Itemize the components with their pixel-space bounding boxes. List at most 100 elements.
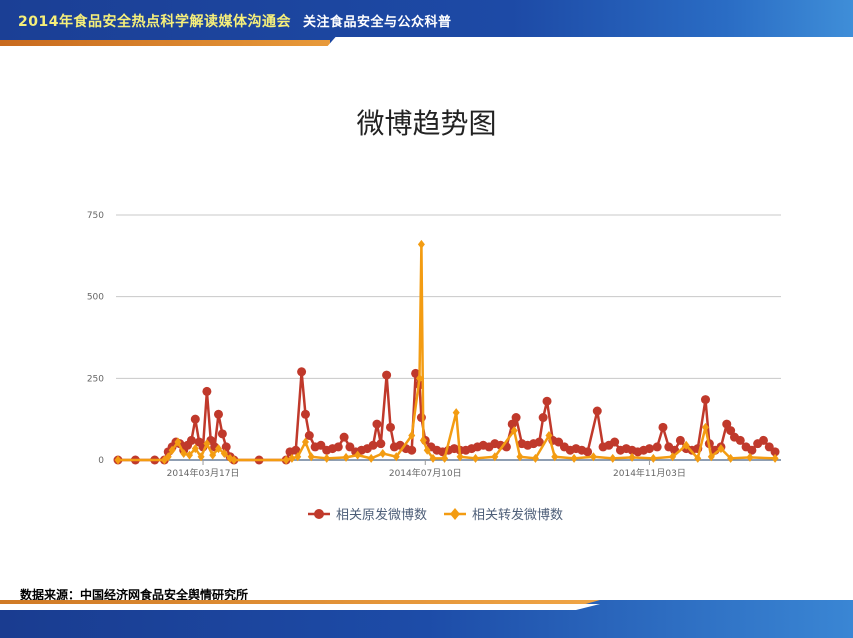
data-point [747,445,757,455]
data-point [758,435,768,445]
data-point [682,440,690,450]
data-point [652,442,662,452]
data-point [583,447,593,457]
data-point [531,453,539,463]
data-point [202,386,212,396]
data-point [441,453,449,463]
data-point [589,452,597,462]
x-tick-label: 2014年03月17日 [167,467,240,479]
data-source: 数据来源：中国经济网食品安全舆情研究所 [20,588,249,602]
data-point [416,413,426,423]
data-point [186,450,194,460]
data-point [545,431,553,440]
data-point [538,413,548,423]
banner-title: 2014年食品安全热点科学解读媒体沟通会 关注食品安全与公众科普 [18,11,451,31]
data-point [221,442,231,452]
y-tick-label: 250 [87,374,104,384]
data-point [174,437,182,447]
data-point [382,370,392,380]
data-point [333,442,343,452]
y-tick-label: 0 [98,456,104,466]
legend-label: 相关转发微博数 [472,507,563,523]
data-point [770,447,780,457]
data-point [717,444,725,454]
data-point [214,444,222,454]
data-point [610,437,620,447]
data-point [771,453,779,463]
banner-accent-strip [0,40,330,46]
footer-divider [0,604,600,610]
y-tick-label: 750 [87,211,104,221]
data-point [649,453,657,463]
x-tick-label: 2014年11月03日 [613,467,686,479]
data-point [300,409,310,419]
data-point [367,453,375,463]
data-point [230,455,238,465]
data-point [392,452,400,462]
banner-divider [325,37,853,49]
data-point [516,452,524,462]
data-point [746,452,754,462]
data-point [217,429,227,439]
data-point [197,452,205,462]
data-point [288,453,296,463]
data-point [379,448,387,458]
data-point [114,455,122,465]
data-point [368,440,378,450]
data-point [282,455,290,465]
data-point [168,445,176,455]
data-point [323,453,331,463]
data-point [342,452,350,462]
data-point [694,453,702,463]
legend-marker [314,509,324,519]
chart-title: 微博趋势图 [356,107,497,140]
data-point [491,452,499,462]
data-point [307,452,315,462]
data-point [419,435,427,445]
data-point [297,367,307,377]
data-point [510,426,518,436]
data-point [354,450,362,460]
data-point [220,448,228,458]
data-point [304,431,314,440]
data-point [658,422,668,432]
data-point [456,452,464,462]
data-point [700,395,710,405]
data-point [411,368,421,378]
data-point [417,239,425,249]
data-point [609,453,617,463]
data-point [507,419,517,429]
data-point [190,414,200,424]
data-point [534,437,544,447]
legend-marker [450,508,460,520]
data-point [722,419,732,429]
data-point [301,437,309,447]
data-point [407,445,417,455]
data-point [164,452,172,462]
data-point [472,453,480,463]
data-point [551,452,559,462]
x-tick-label: 2014年07月10日 [389,467,462,479]
data-point [429,453,437,463]
data-point [376,439,386,449]
data-point [180,448,188,458]
data-point [372,419,382,429]
data-point [339,432,349,442]
data-point [385,422,395,432]
data-point [213,409,223,419]
banner-subtitle: 关注食品安全与公众科普 [302,15,452,30]
y-tick-label: 500 [87,293,104,303]
data-point [542,396,552,406]
data-point [408,431,416,440]
data-point [628,452,636,462]
data-point [726,426,736,436]
data-point [592,406,602,416]
data-point [203,439,211,449]
data-point [727,453,735,463]
weibo-trend-chart: 0 250 500 750 2014年03月17日 2014年07月10日 2014年11月… [87,211,781,523]
data-point [675,435,685,445]
legend-label: 相关原发微博数 [336,507,427,523]
data-point [570,453,578,463]
data-point [186,435,196,445]
data-point [701,422,709,432]
